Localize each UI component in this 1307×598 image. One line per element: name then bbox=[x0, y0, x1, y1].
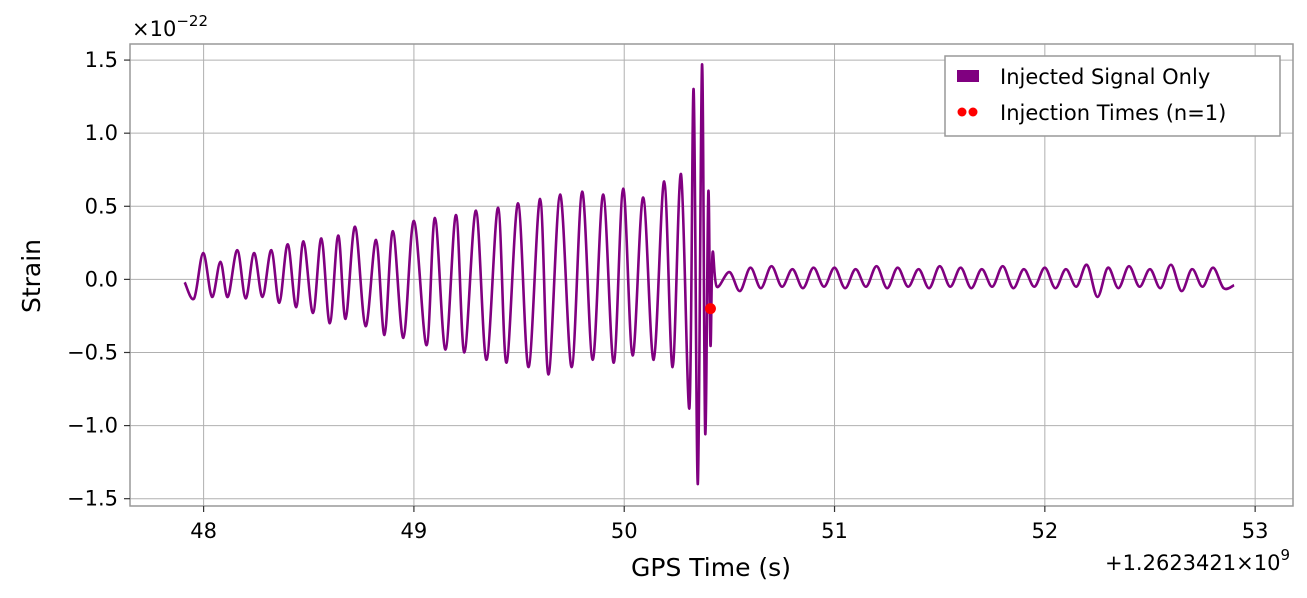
x-ticks: 48 49 50 51 52 53 bbox=[190, 506, 1269, 543]
y-tick-label: 1.5 bbox=[85, 48, 118, 72]
legend-label-injection-times: Injection Times (n=1) bbox=[1000, 101, 1226, 125]
x-axis-label: GPS Time (s) bbox=[631, 553, 791, 582]
y-tick-label: 0.5 bbox=[85, 194, 118, 218]
y-tick-label: −0.5 bbox=[67, 340, 118, 364]
plot-frame bbox=[129, 43, 1294, 507]
legend: Injected Signal Only Injection Times (n=… bbox=[944, 55, 1281, 137]
legend-label-injected-signal: Injected Signal Only bbox=[1000, 65, 1210, 89]
x-tick-label: 49 bbox=[401, 519, 428, 543]
legend-marker-injection-times bbox=[957, 107, 967, 117]
x-offset-label: +1.2623421×109 bbox=[1105, 546, 1290, 575]
series-line-injected-signal bbox=[183, 63, 1235, 486]
x-tick-label: 50 bbox=[611, 519, 638, 543]
legend-box bbox=[944, 55, 1281, 137]
injection-time-point bbox=[704, 303, 716, 315]
y-tick-label: −1.5 bbox=[67, 487, 118, 511]
x-tick-label: 52 bbox=[1031, 519, 1058, 543]
series-layer bbox=[183, 63, 1235, 486]
y-axis-label: Strain bbox=[17, 239, 46, 313]
y-tick-label: 0.0 bbox=[85, 267, 118, 291]
x-tick-label: 53 bbox=[1242, 519, 1269, 543]
legend-swatch-injected-signal bbox=[957, 70, 979, 82]
x-tick-label: 48 bbox=[190, 519, 217, 543]
y-ticks: 1.5 1.0 0.5 0.0 −0.5 −1.0 −1.5 bbox=[67, 48, 130, 511]
y-tick-label: −1.0 bbox=[67, 414, 118, 438]
x-tick-label: 51 bbox=[821, 519, 848, 543]
y-scale-label: ×10−22 bbox=[132, 12, 208, 41]
y-tick-label: 1.0 bbox=[85, 121, 118, 145]
legend-marker-injection-times bbox=[968, 107, 978, 117]
